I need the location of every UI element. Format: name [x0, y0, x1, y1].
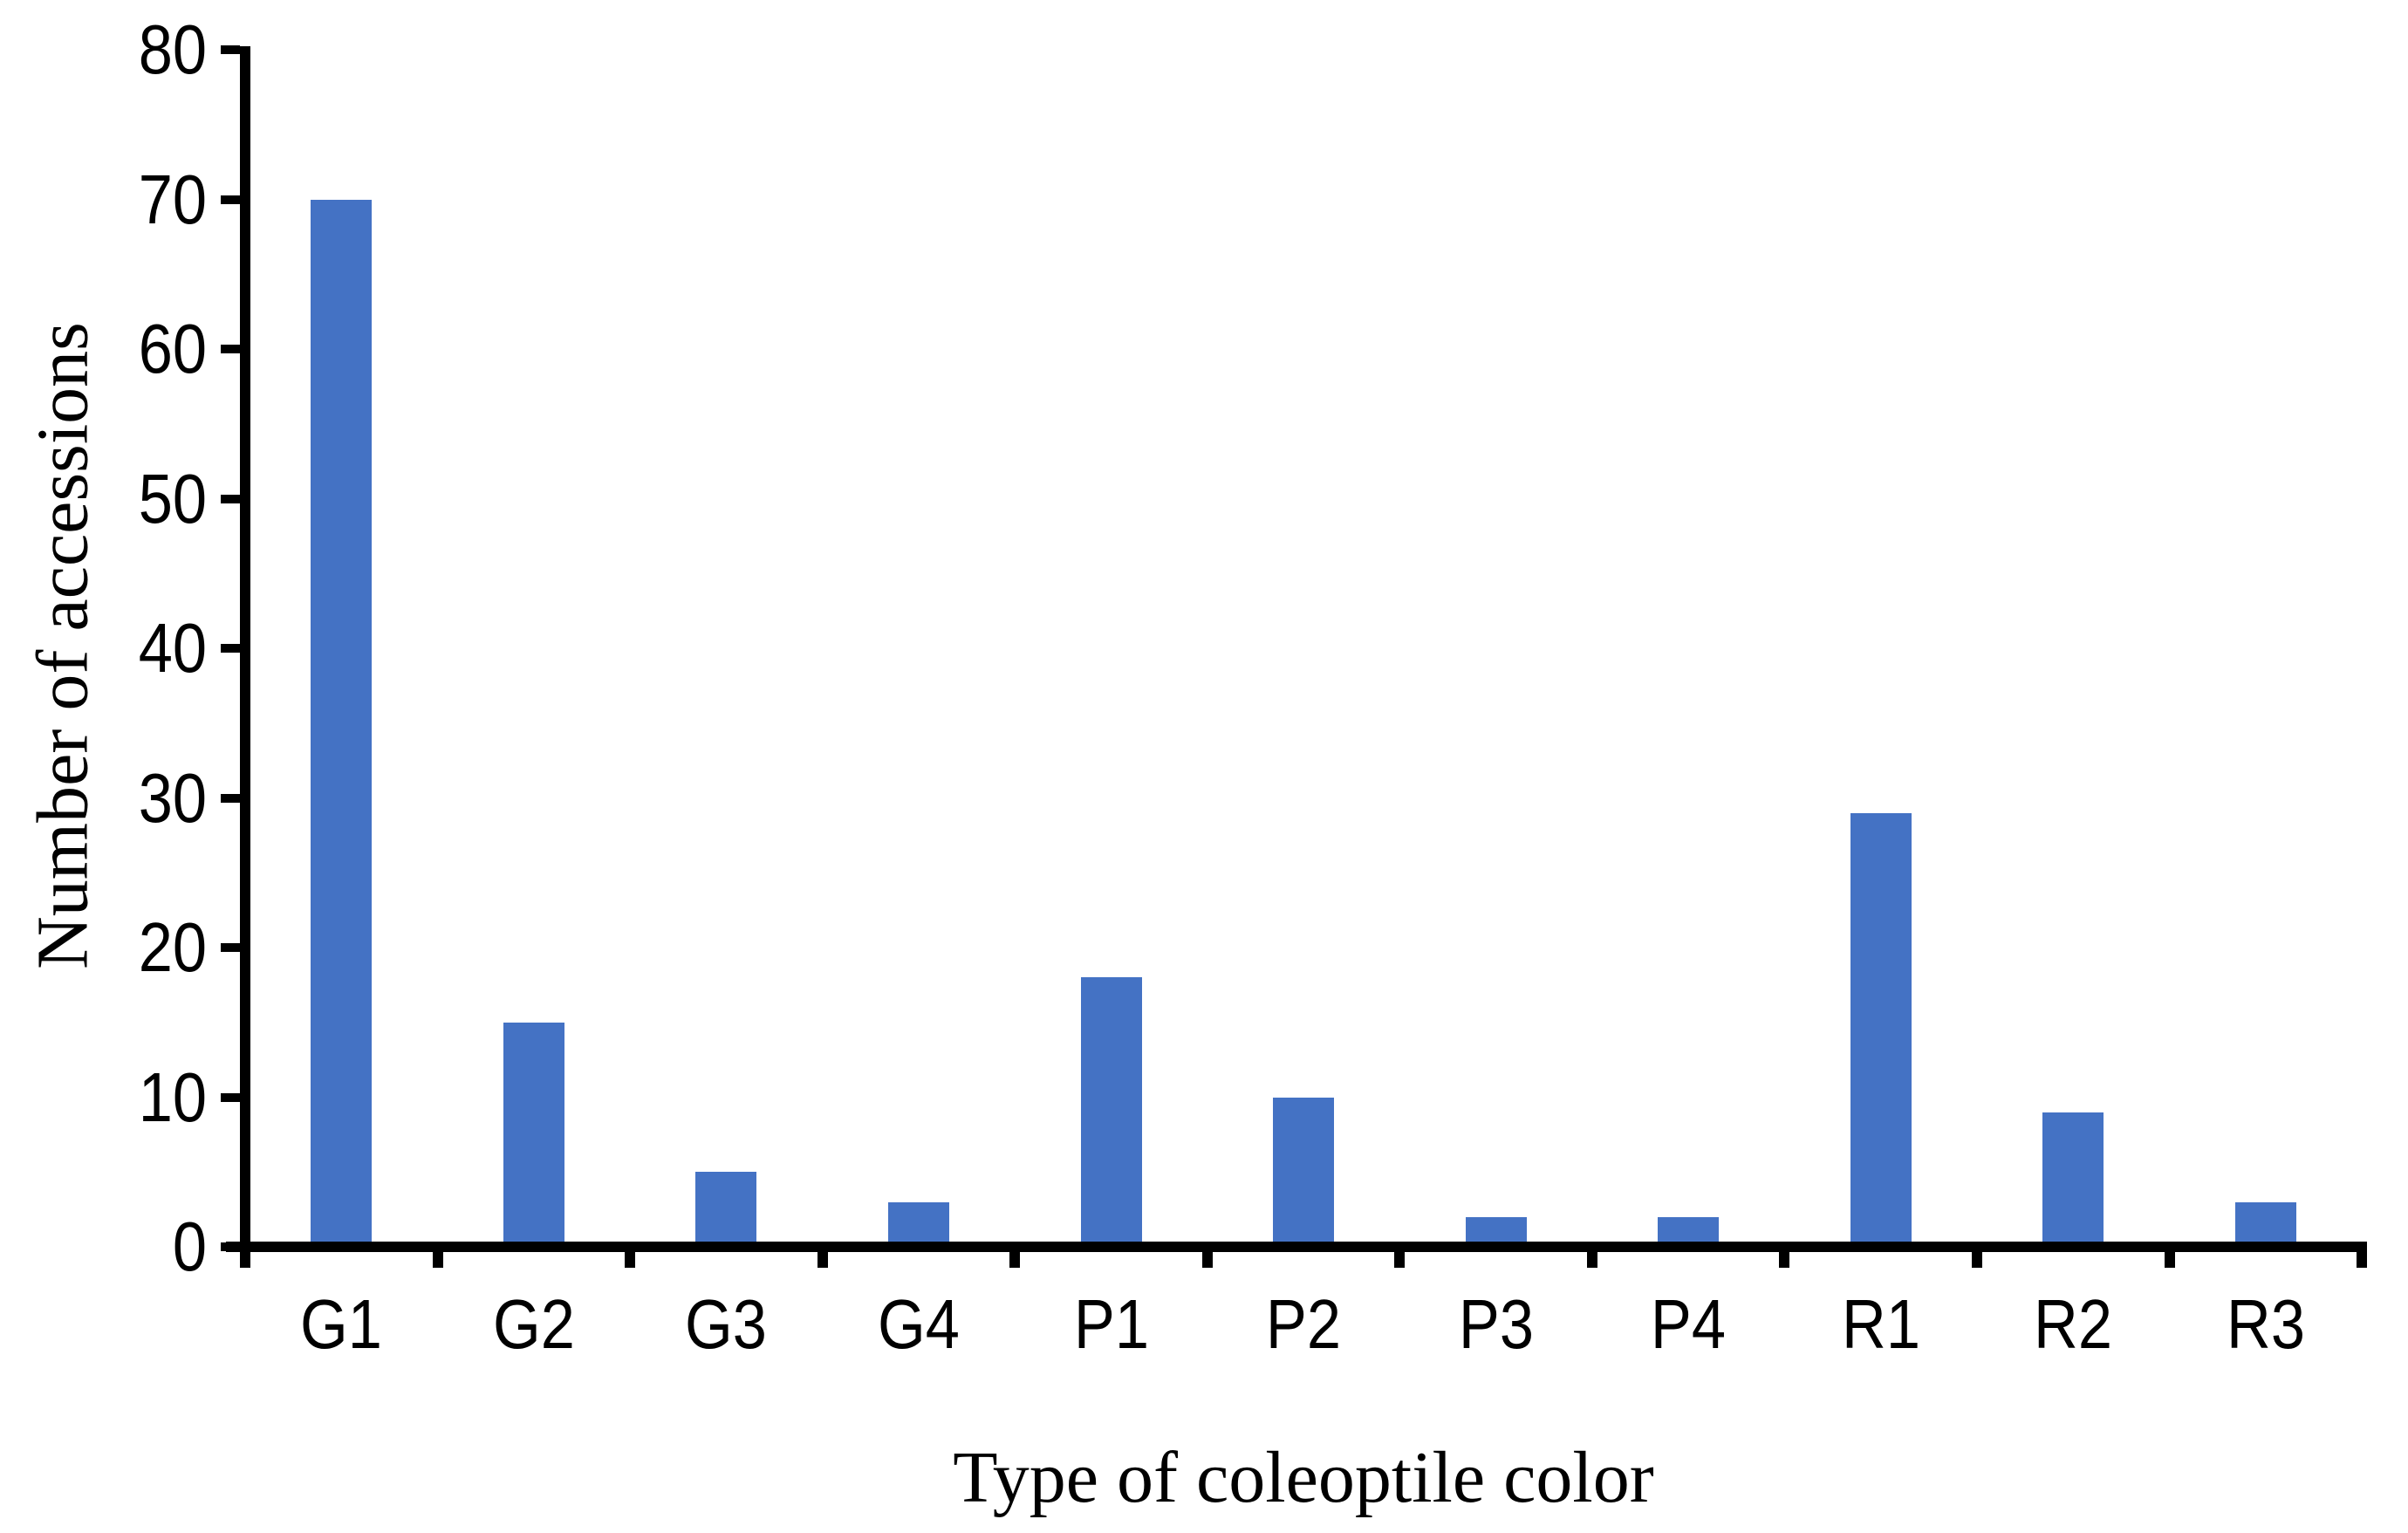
- bar-P4: [1658, 1216, 1720, 1242]
- bar-R1: [1850, 812, 1912, 1242]
- bar-G3: [695, 1172, 757, 1242]
- x-tick-mark: [2357, 1252, 2367, 1268]
- y-axis-line: [240, 46, 250, 1252]
- x-tick-label-P2: P2: [1265, 1285, 1342, 1363]
- y-tick-mark: [221, 45, 240, 54]
- bar-G1: [311, 199, 373, 1242]
- x-tick-mark: [1201, 1252, 1213, 1268]
- y-tick-mark: [221, 195, 240, 204]
- y-tick-label: 50: [138, 459, 207, 537]
- y-tick-label: 70: [138, 160, 207, 238]
- x-tick-label-P1: P1: [1073, 1285, 1149, 1363]
- bar-P2: [1273, 1097, 1334, 1242]
- x-tick-mark: [1971, 1252, 1982, 1268]
- x-tick-mark: [1586, 1252, 1597, 1268]
- bar-R2: [2042, 1112, 2104, 1242]
- x-tick-mark: [1779, 1252, 1790, 1268]
- x-tick-label-R2: R2: [2034, 1285, 2113, 1363]
- x-tick-mark: [1394, 1252, 1406, 1268]
- x-tick-label-R3: R3: [2226, 1285, 2305, 1363]
- x-tick-mark: [432, 1252, 443, 1268]
- y-tick-mark: [221, 345, 240, 353]
- bar-R3: [2234, 1201, 2296, 1242]
- x-tick-label-G4: G4: [877, 1285, 960, 1363]
- x-tick-label-G1: G1: [300, 1285, 383, 1363]
- bar-P1: [1080, 977, 1142, 1242]
- y-tick-mark: [221, 793, 240, 803]
- x-tick-label-P3: P3: [1458, 1285, 1534, 1363]
- y-tick-label: 20: [138, 908, 207, 986]
- x-axis-line: [226, 1242, 2367, 1252]
- x-tick-label-G2: G2: [492, 1285, 575, 1363]
- y-tick-mark: [221, 1092, 240, 1102]
- x-tick-mark: [2164, 1252, 2175, 1268]
- bar-G2: [503, 1022, 564, 1242]
- x-tick-mark: [1009, 1252, 1021, 1268]
- y-tick-mark: [221, 644, 240, 653]
- y-tick-label: 80: [138, 10, 207, 88]
- x-tick-label-P4: P4: [1651, 1285, 1727, 1363]
- bar-P3: [1465, 1216, 1527, 1242]
- x-tick-label-G3: G3: [685, 1285, 768, 1363]
- bar-G4: [887, 1201, 949, 1242]
- x-tick-mark: [625, 1252, 636, 1268]
- y-tick-label: 10: [138, 1057, 207, 1136]
- y-tick-label: 40: [138, 609, 207, 687]
- y-tick-mark: [221, 494, 240, 503]
- y-tick-mark: [221, 943, 240, 952]
- y-tick-label: 30: [138, 758, 207, 837]
- x-tick-mark: [817, 1252, 828, 1268]
- y-tick-label: 60: [138, 310, 207, 387]
- y-tick-label: 0: [172, 1208, 207, 1285]
- x-tick-mark: [240, 1252, 250, 1268]
- x-tick-label-R1: R1: [1841, 1285, 1920, 1363]
- x-axis-title: Type of coleoptile color: [953, 1437, 1654, 1518]
- y-tick-mark: [221, 1242, 240, 1251]
